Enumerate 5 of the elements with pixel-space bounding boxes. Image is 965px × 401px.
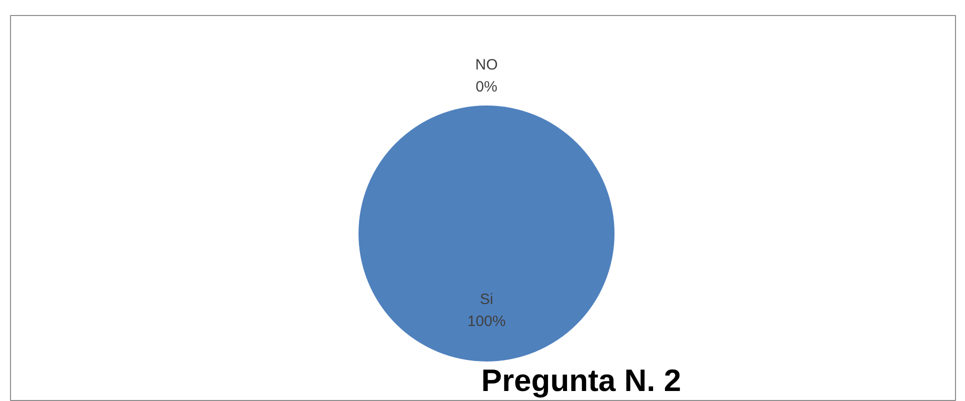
category-label: NO [475, 56, 498, 74]
text: 0% [476, 78, 498, 96]
slice-label: Si [480, 290, 494, 308]
data-label: 100% [467, 312, 506, 330]
text: Pregunta N. 2 [481, 363, 682, 398]
